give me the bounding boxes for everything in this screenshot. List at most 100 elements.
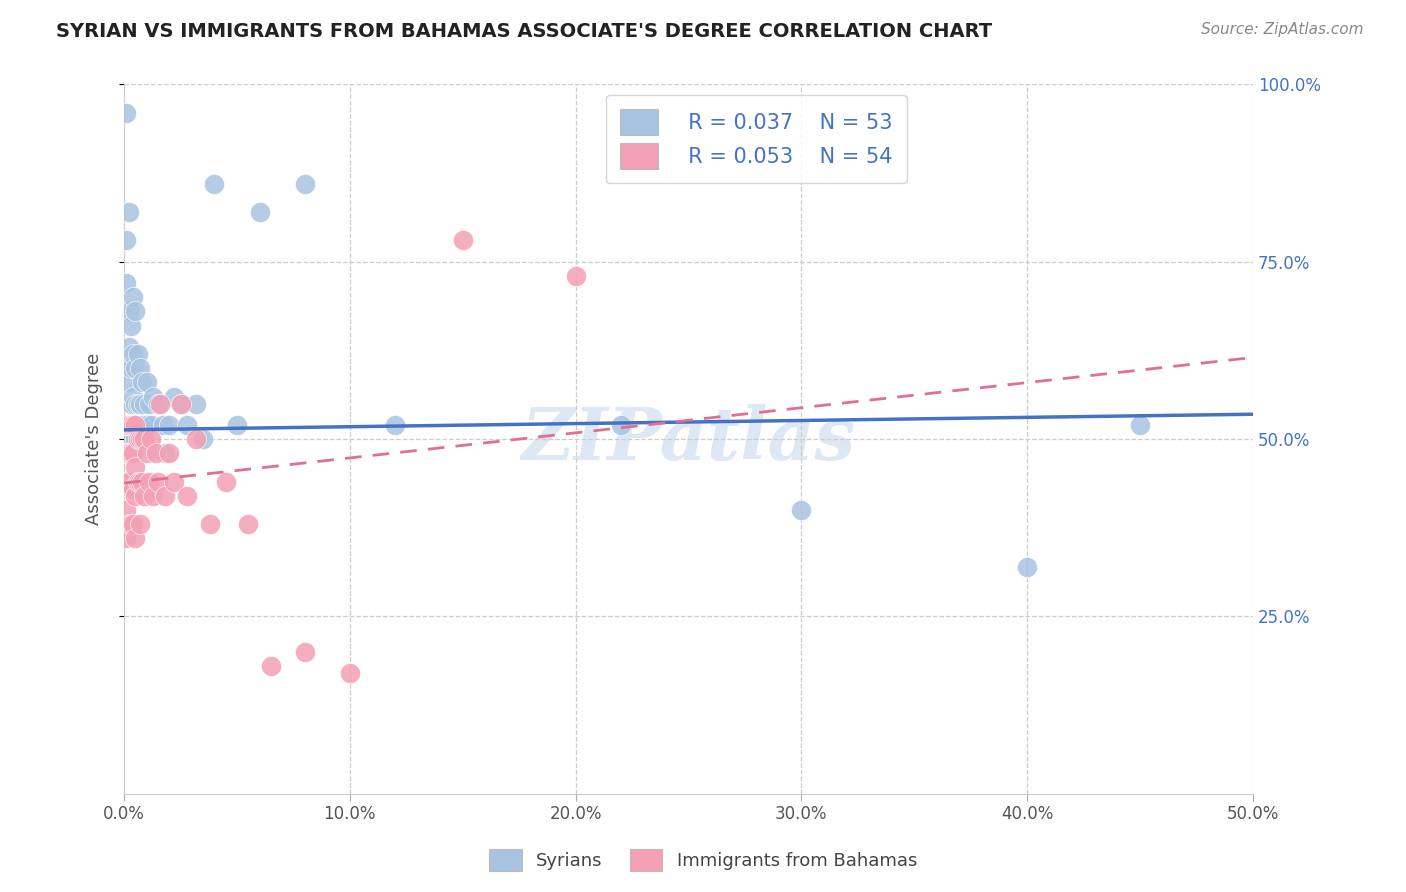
Point [339,666,361,681]
Point [124,417,146,432]
Point [120,361,142,376]
Point [134,396,156,410]
Point [120,417,142,432]
Point [112,475,135,489]
Point [117,446,139,460]
Point [131,432,153,446]
Point [169,396,191,410]
Point [129,432,152,446]
Point [260,659,283,673]
Point [124,304,146,318]
Point [117,304,139,318]
Point [112,417,135,432]
Point [226,417,249,432]
Legend: Syrians, Immigrants from Bahamas: Syrians, Immigrants from Bahamas [482,842,924,879]
Point [117,376,139,390]
Point [115,105,138,120]
Point [1129,417,1152,432]
Point [115,532,138,546]
Point [129,396,152,410]
Point [204,177,226,191]
Point [120,482,142,496]
Point [124,489,146,503]
Point [122,446,145,460]
Point [564,268,586,283]
Point [384,417,406,432]
Point [122,390,145,404]
Point [294,645,316,659]
Point [131,376,153,390]
Point [134,432,156,446]
Point [176,489,198,503]
Point [115,276,138,290]
Point [141,432,163,446]
Point [142,489,165,503]
Point [122,482,145,496]
Point [134,489,156,503]
Point [124,396,146,410]
Point [129,361,152,376]
Point [142,390,165,404]
Point [294,177,316,191]
Point [610,417,633,432]
Point [191,432,214,446]
Point [129,517,152,532]
Text: SYRIAN VS IMMIGRANTS FROM BAHAMAS ASSOCIATE'S DEGREE CORRELATION CHART: SYRIAN VS IMMIGRANTS FROM BAHAMAS ASSOCI… [56,22,993,41]
Point [145,446,167,460]
Point [120,318,142,333]
Y-axis label: Associate's Degree: Associate's Degree [86,353,103,525]
Point [124,532,146,546]
Point [163,390,186,404]
Point [790,503,813,517]
Point [120,446,142,460]
Point [135,446,157,460]
Point [152,417,174,432]
Point [149,396,172,410]
Point [157,417,180,432]
Point [176,417,198,432]
Point [186,432,208,446]
Point [131,417,153,432]
Point [131,475,153,489]
Point [127,432,149,446]
Point [163,475,186,489]
Point [124,460,146,475]
Point [122,446,145,460]
Point [153,489,176,503]
Point [129,475,152,489]
Point [215,475,238,489]
Point [138,475,160,489]
Point [117,205,139,219]
Point [127,475,149,489]
Point [134,432,156,446]
Point [127,396,149,410]
Point [198,517,221,532]
Point [238,517,260,532]
Point [169,396,191,410]
Text: Source: ZipAtlas.com: Source: ZipAtlas.com [1201,22,1364,37]
Point [249,205,271,219]
Point [117,475,139,489]
Point [117,340,139,354]
Point [127,347,149,361]
Point [120,417,142,432]
Point [120,396,142,410]
Point [122,290,145,304]
Point [122,517,145,532]
Point [117,517,139,532]
Point [141,417,163,432]
Point [153,446,176,460]
Point [186,396,208,410]
Point [138,396,160,410]
Point [1017,559,1039,574]
Point [146,396,169,410]
Text: ZIPatlas: ZIPatlas [522,403,855,475]
Point [122,347,145,361]
Point [115,503,138,517]
Point [115,417,138,432]
Point [120,517,142,532]
Point [157,446,180,460]
Point [129,432,152,446]
Point [124,361,146,376]
Point [135,376,157,390]
